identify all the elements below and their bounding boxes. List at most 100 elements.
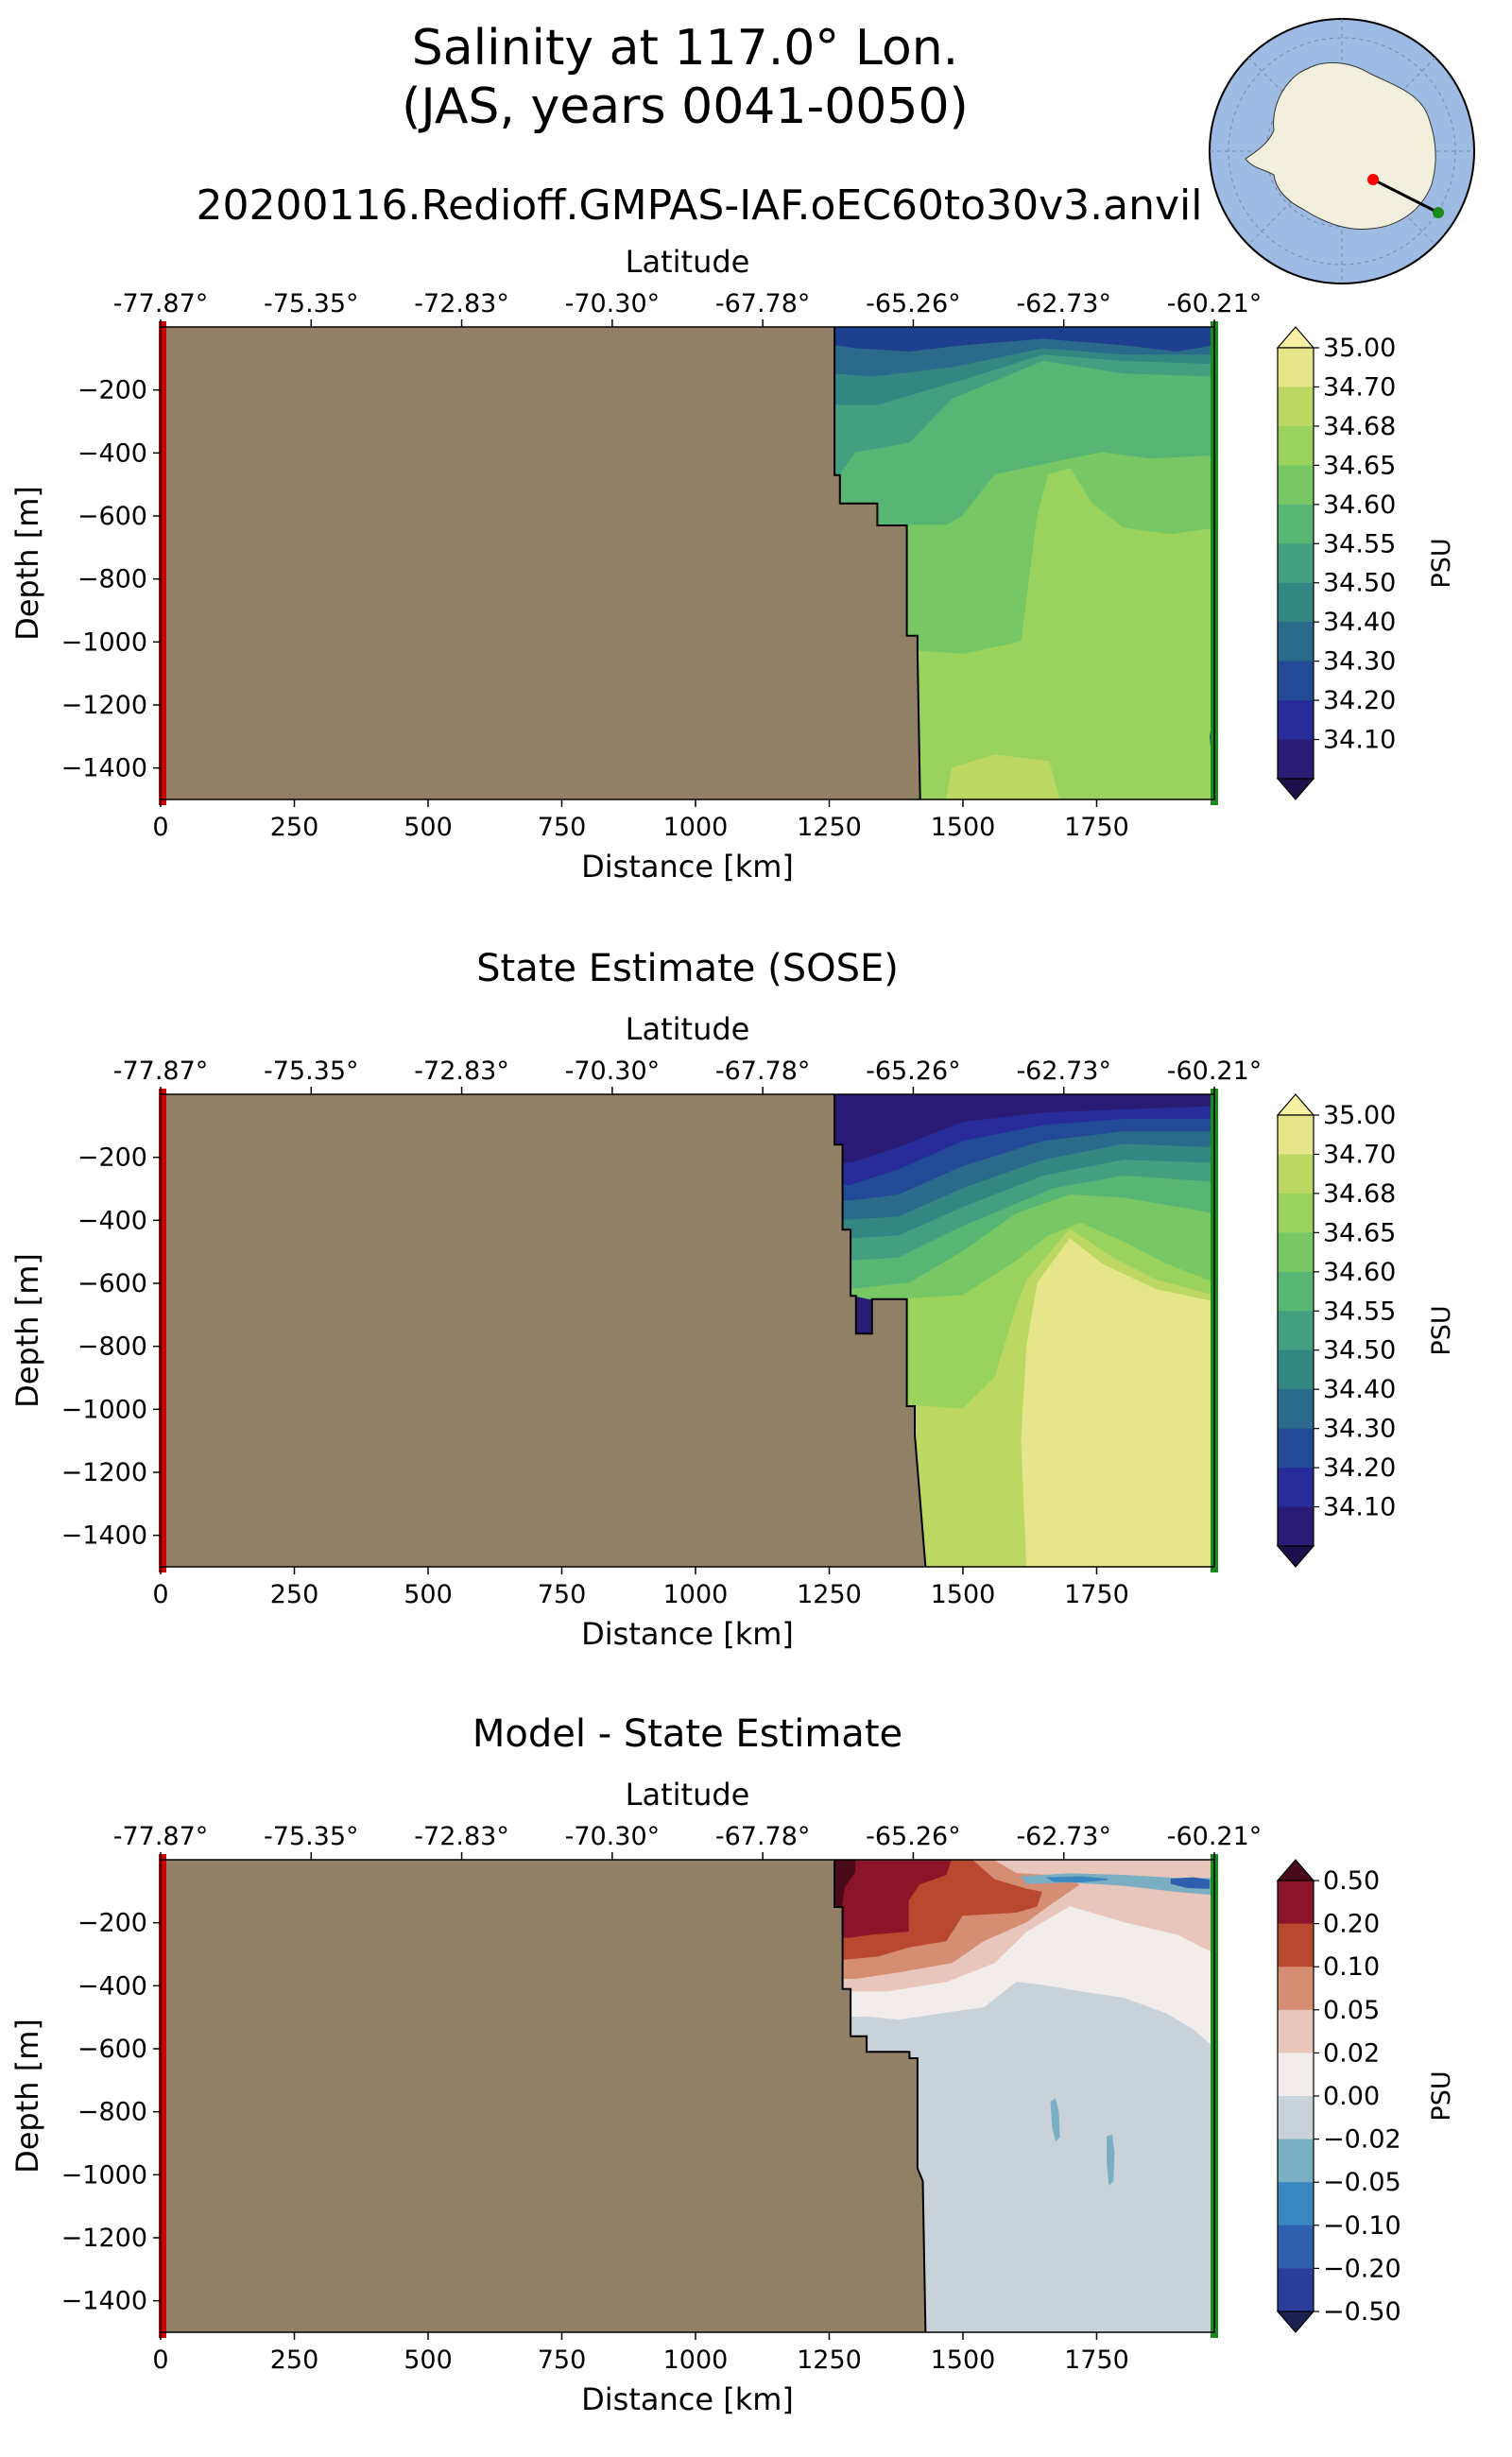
contour-region-cold-core2 (1170, 1877, 1211, 1889)
colorbar-band (1278, 2009, 1314, 2053)
colorbar-band (1278, 1232, 1314, 1273)
lat-tick-label: -70.30° (565, 1822, 661, 1851)
x-tick-label: 750 (538, 813, 587, 842)
panel-model: 0 250 500 750 1000 1250 1500 1750 −200 −400 −600 −8… (9, 244, 1456, 885)
y-tick-label: −400 (77, 1206, 147, 1235)
colorbar-tick-label: 34.60 (1323, 1258, 1396, 1287)
colorbar-tick-label: 0.00 (1323, 2082, 1380, 2111)
lat-tick-label: -72.83° (414, 289, 509, 318)
x-tick-label: 0 (152, 813, 168, 842)
colorbar-tick-label: 34.20 (1323, 686, 1396, 715)
colorbar-tick-label: 34.70 (1323, 1140, 1396, 1169)
colorbar-band (1278, 1311, 1314, 1351)
top-axis-label: Latitude (626, 244, 750, 280)
x-tick-label: 250 (270, 2345, 319, 2375)
y-tick-label: −1200 (61, 691, 147, 720)
y-tick-label: −200 (77, 1143, 147, 1173)
x-tick-label: 1750 (1064, 2345, 1129, 2375)
colorbar-band (1278, 700, 1314, 741)
x-tick-label: 1750 (1064, 1580, 1129, 1609)
colorbar-tick-label: −0.05 (1323, 2168, 1401, 2197)
y-tick-label: −200 (77, 1909, 147, 1938)
top-axis-label: Latitude (626, 1011, 750, 1047)
colorbar-band (1278, 348, 1314, 387)
x-tick-label: 1250 (797, 2345, 862, 2375)
y-tick-label: −400 (77, 438, 147, 468)
top-axis-label: Latitude (626, 1777, 750, 1813)
figure-title-line1: Salinity at 117.0° Lon. (412, 20, 958, 77)
colorbar-tick-label: 0.10 (1323, 1952, 1380, 1982)
colorbar-band (1278, 465, 1314, 506)
plot-frame (160, 1093, 1215, 1568)
lat-tick-label: -67.78° (715, 1057, 811, 1086)
x-tick-label: 1000 (663, 2345, 729, 2375)
colorbar-band (1278, 1428, 1314, 1469)
x-tick-label: 250 (270, 1580, 319, 1609)
x-axis-label: Distance [km] (581, 1616, 794, 1652)
x-tick-label: 1250 (797, 813, 862, 842)
colorbar-band (1278, 661, 1314, 701)
lat-tick-label: -62.73° (1016, 289, 1111, 318)
colorbar-band (1278, 1468, 1314, 1508)
lat-tick-label: -67.78° (715, 289, 811, 318)
bathymetry-terrain (161, 1860, 926, 2332)
colorbar-extend-bottom (1276, 2311, 1315, 2333)
colorbar-band (1278, 1967, 1314, 2011)
contour-region-layer3468 (946, 754, 1060, 799)
contour-region-cold-core (1045, 1876, 1108, 1883)
y-axis-label: Depth [m] (9, 2019, 45, 2174)
plot-frame (160, 326, 1215, 800)
panel-title: State Estimate (SOSE) (476, 947, 899, 990)
y-axis-label: Depth [m] (9, 486, 45, 641)
lat-tick-label: -65.26° (866, 1057, 961, 1086)
x-tick-label: 500 (404, 1580, 453, 1609)
colorbar-band (1278, 504, 1314, 544)
colorbar-tick-label: 34.70 (1323, 372, 1396, 402)
colorbar-label: PSU (1427, 2070, 1456, 2121)
colorbar-tick-label: 34.68 (1323, 1179, 1396, 1209)
colorbar-band (1278, 1506, 1314, 1547)
colorbar-tick-label: −0.20 (1323, 2254, 1401, 2283)
contour-region-blob1 (1050, 2097, 1060, 2142)
colorbar-tick-label: 34.30 (1323, 1415, 1396, 1444)
y-tick-label: −1000 (61, 627, 147, 657)
colorbar-tick-label: 35.00 (1323, 334, 1396, 363)
plot-frame (160, 1859, 1215, 2333)
lat-tick-label: -75.35° (264, 289, 359, 318)
run-name: 20200116.Redioff.GMPAS-IAF.oEC60to30v3.a… (197, 181, 1203, 230)
bathymetry-outline (833, 1094, 927, 1567)
colorbar-band (1278, 1349, 1314, 1390)
x-tick-label: 1000 (663, 1580, 729, 1609)
colorbar-extend-top (1276, 1093, 1315, 1116)
colorbar-band (1278, 1115, 1314, 1155)
x-axis-label: Distance [km] (581, 849, 794, 885)
colorbar-tick-label: 34.30 (1323, 647, 1396, 677)
y-tick-label: −1400 (61, 1521, 147, 1551)
y-tick-label: −600 (77, 1269, 147, 1298)
colorbar-tick-label: 35.00 (1323, 1101, 1396, 1130)
x-tick-label: 0 (152, 2345, 168, 2375)
colorbar-extend-top (1276, 1859, 1315, 1881)
lat-tick-label: -60.21° (1167, 289, 1263, 318)
figure-title-line2: (JAS, years 0041-0050) (402, 78, 969, 135)
y-tick-label: −1000 (61, 2160, 147, 2190)
colorbar-extend-bottom (1276, 1545, 1315, 1568)
x-tick-label: 0 (152, 1580, 168, 1609)
bathymetry-outline (833, 327, 921, 799)
bathymetry-terrain (161, 1094, 926, 1567)
y-tick-label: −600 (77, 2035, 147, 2064)
x-tick-label: 500 (404, 813, 453, 842)
x-tick-label: 1500 (931, 813, 996, 842)
contour-region-l3500 (1021, 1238, 1214, 1567)
transect-end-marker (1433, 207, 1444, 218)
colorbar-band (1278, 582, 1314, 623)
colorbar-tick-label: 34.40 (1323, 1375, 1396, 1404)
colorbar-tick-label: 0.02 (1323, 2038, 1380, 2068)
colorbar-tick-label: 0.20 (1323, 1910, 1380, 1939)
lat-tick-label: -72.83° (414, 1057, 509, 1086)
colorbar-tick-label: −0.02 (1323, 2125, 1401, 2155)
colorbar-extend-bottom (1276, 778, 1315, 800)
transect-start-line (159, 1854, 166, 2338)
y-tick-label: −200 (77, 376, 147, 405)
